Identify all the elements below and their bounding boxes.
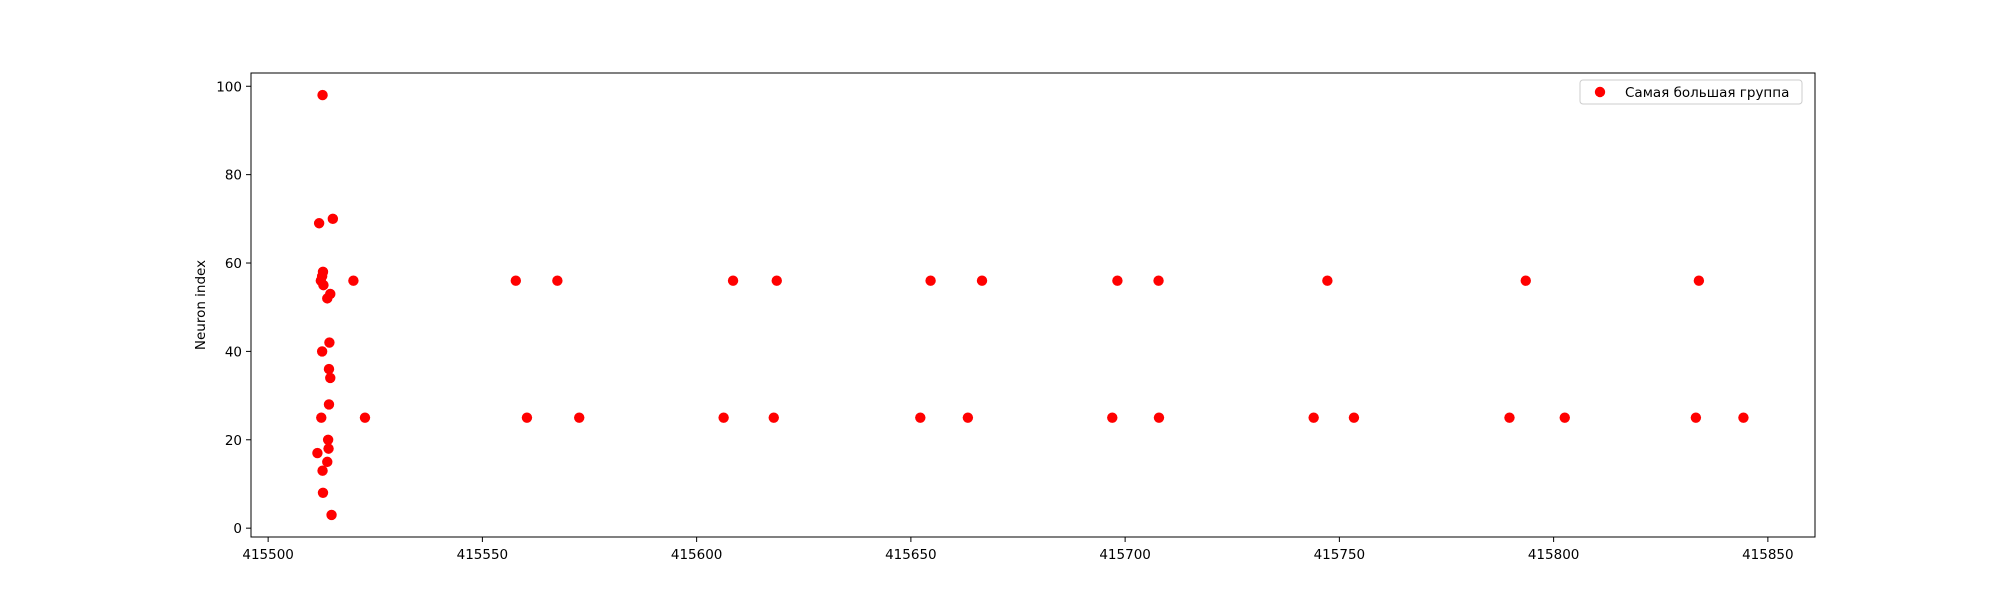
y-tick-label: 60 bbox=[225, 256, 242, 272]
data-point bbox=[313, 218, 325, 229]
y-tick-label: 0 bbox=[233, 521, 242, 537]
data-point bbox=[1322, 275, 1333, 286]
data-points bbox=[312, 89, 1749, 521]
y-tick-label: 40 bbox=[225, 344, 242, 360]
plot-frame bbox=[250, 72, 1816, 538]
x-tick-label: 415500 bbox=[242, 547, 294, 563]
data-point bbox=[574, 412, 585, 423]
data-point bbox=[317, 89, 328, 101]
data-point bbox=[317, 465, 328, 476]
legend-label: Самая большая группа bbox=[1625, 85, 1789, 101]
data-point bbox=[322, 434, 334, 445]
data-point bbox=[1693, 275, 1705, 286]
x-tick-label: 415800 bbox=[1528, 547, 1580, 563]
y-tick-label: 100 bbox=[216, 79, 242, 95]
data-point bbox=[718, 412, 729, 423]
x-axis: 415500 415550 415600 415650 415700 415750 4158… bbox=[242, 537, 1794, 563]
y-axis-label: Neuron index bbox=[193, 260, 209, 350]
legend-box bbox=[1579, 79, 1803, 105]
y-tick-label: 80 bbox=[225, 168, 242, 184]
x-tick-label: 415700 bbox=[1099, 547, 1151, 563]
data-point bbox=[318, 279, 329, 291]
data-point bbox=[925, 275, 936, 286]
x-tick-label: 415600 bbox=[671, 547, 723, 563]
data-point bbox=[1738, 412, 1749, 423]
data-point bbox=[1153, 412, 1165, 423]
data-point bbox=[1690, 412, 1702, 423]
data-point bbox=[348, 275, 359, 286]
legend: Самая большая группа bbox=[1579, 79, 1803, 105]
data-point bbox=[915, 412, 926, 423]
legend-marker bbox=[1594, 86, 1606, 98]
data-point bbox=[1520, 275, 1531, 286]
data-point bbox=[316, 346, 328, 357]
data-point bbox=[323, 363, 335, 375]
data-point bbox=[359, 412, 371, 423]
y-axis: 0 20 40 60 80 100 bbox=[216, 79, 251, 537]
data-point bbox=[1348, 412, 1360, 423]
data-point bbox=[1107, 412, 1118, 423]
data-point bbox=[326, 509, 337, 521]
data-point bbox=[768, 412, 779, 423]
data-point bbox=[325, 372, 336, 384]
data-point bbox=[322, 456, 333, 468]
x-tick-label: 415850 bbox=[1742, 547, 1794, 563]
data-point bbox=[510, 275, 522, 286]
data-point bbox=[1153, 275, 1164, 286]
data-point bbox=[1559, 412, 1570, 423]
data-point bbox=[976, 275, 988, 286]
data-point bbox=[324, 337, 335, 348]
x-tick-label: 415750 bbox=[1314, 547, 1366, 563]
data-point bbox=[771, 275, 782, 286]
data-point bbox=[1504, 412, 1515, 423]
data-point bbox=[323, 443, 334, 454]
data-point bbox=[312, 447, 323, 459]
data-point bbox=[552, 275, 563, 286]
data-point bbox=[323, 399, 335, 410]
data-point bbox=[1112, 275, 1123, 286]
x-tick-label: 415550 bbox=[457, 547, 509, 563]
x-tick-label: 415650 bbox=[885, 547, 937, 563]
data-point bbox=[727, 275, 739, 286]
data-point bbox=[316, 412, 327, 423]
y-tick-label: 20 bbox=[225, 433, 242, 449]
data-point bbox=[521, 412, 533, 423]
data-point bbox=[317, 487, 329, 499]
data-point bbox=[322, 293, 333, 304]
data-point bbox=[327, 213, 339, 225]
data-point bbox=[962, 412, 974, 423]
data-point bbox=[1308, 412, 1319, 423]
